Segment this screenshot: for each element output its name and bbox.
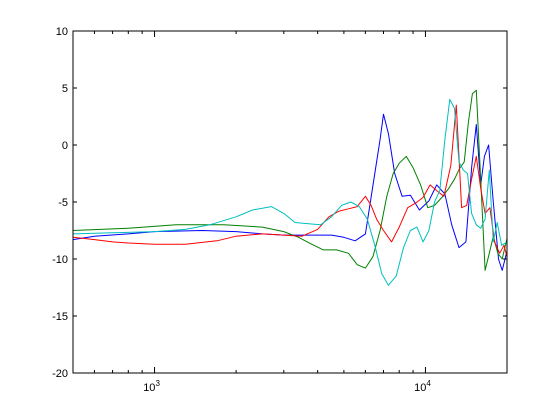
series-line-3 (72, 104, 508, 257)
plot-area-background (73, 31, 507, 373)
y-tick-label: -20 (52, 368, 68, 380)
y-tick-label: 5 (62, 83, 68, 95)
x-tick-label: 104 (414, 379, 431, 394)
x-tick-label-base: 10 (143, 382, 155, 394)
x-tick-label: 103 (143, 379, 160, 394)
series-line-4 (72, 98, 508, 286)
y-tick-label: 0 (62, 140, 68, 152)
series-line-2 (72, 89, 508, 271)
series-layer (72, 89, 508, 286)
x-tick-label-exponent: 4 (426, 379, 431, 388)
y-tick-label: -10 (52, 254, 68, 266)
x-tick-label-base: 10 (414, 382, 426, 394)
y-tick-label: -15 (52, 311, 68, 323)
x-tick-label-exponent: 3 (155, 379, 160, 388)
y-tick-label: 10 (56, 26, 68, 38)
y-tick-label: -5 (58, 197, 68, 209)
